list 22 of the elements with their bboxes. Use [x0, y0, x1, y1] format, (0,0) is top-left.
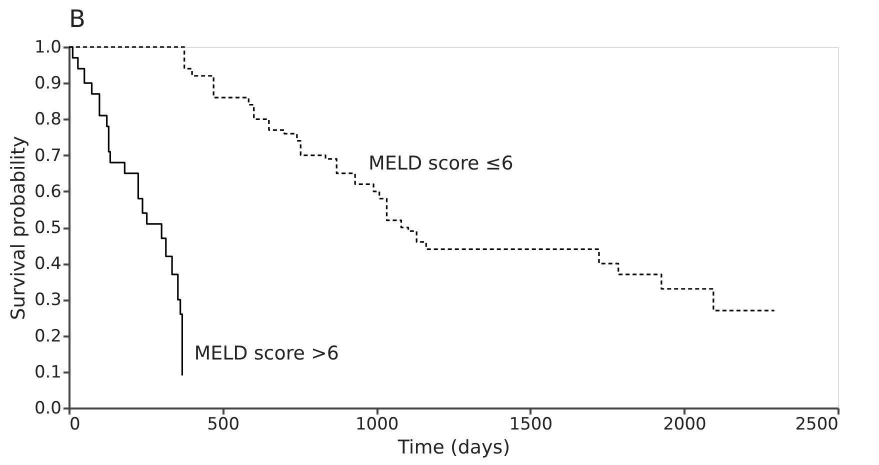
y-tick-label: 0.8	[34, 110, 62, 130]
y-axis-title: Survival probability	[7, 136, 30, 320]
x-axis-title: Time (days)	[396, 436, 510, 458]
y-tick-label: 0.1	[34, 362, 62, 382]
series-label: MELD score ≤6	[368, 152, 514, 174]
y-tick-label: 0.5	[34, 218, 62, 238]
x-tick-label: 2000	[663, 414, 706, 434]
y-tick-label: 0.0	[34, 398, 62, 418]
x-tick-label: 0	[70, 414, 80, 434]
y-tick-label: 0.4	[34, 254, 62, 274]
series-label: MELD score >6	[194, 342, 339, 365]
x-tick-label: 500	[207, 414, 240, 434]
chart-title: B	[69, 5, 86, 33]
y-tick-label: 0.9	[34, 74, 62, 94]
x-tick-label: 1000	[355, 414, 399, 434]
x-tick-label: 2500	[795, 414, 838, 434]
y-tick-label: 0.2	[34, 326, 62, 346]
y-tick-label: 0.6	[34, 182, 62, 202]
y-tick-label: 0.7	[34, 146, 62, 166]
y-tick-label: 0.3	[34, 290, 62, 310]
y-tick-label: 1.0	[34, 38, 62, 58]
x-tick-label: 1500	[509, 414, 553, 434]
